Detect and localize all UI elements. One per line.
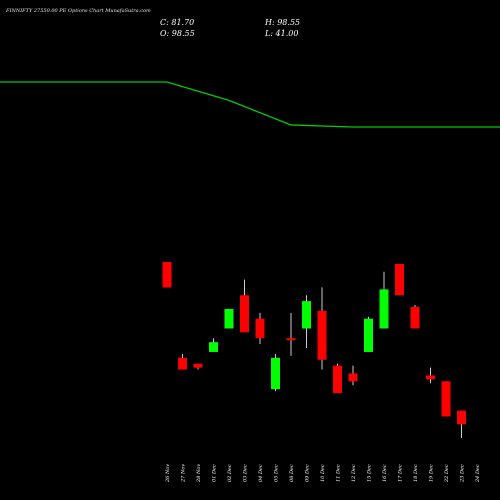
candle-17-dec bbox=[395, 263, 404, 296]
x-tick-label: 09 Dec bbox=[305, 464, 311, 482]
low-price-label: L: 41.00 bbox=[265, 29, 299, 38]
x-tick-label: 10 Dec bbox=[320, 464, 326, 482]
x-tick-label: 24 Dec bbox=[475, 464, 481, 483]
x-tick-label: 22 Dec bbox=[444, 464, 450, 483]
candle-01-dec bbox=[209, 338, 218, 352]
x-tick-label: 08 Dec bbox=[289, 464, 295, 482]
candle-02-dec bbox=[224, 308, 234, 329]
candle-body-down bbox=[317, 310, 327, 360]
x-tick-label: 27 Nov bbox=[181, 464, 187, 483]
candle-22-dec bbox=[441, 381, 451, 417]
candle-body-up bbox=[224, 308, 234, 329]
candle-body-down bbox=[240, 295, 249, 333]
x-tick-label: 16 Dec bbox=[382, 464, 388, 482]
x-tick-label: 01 Dec bbox=[212, 464, 218, 482]
x-tick-label: 12 Dec bbox=[351, 464, 357, 482]
candle-body-down bbox=[286, 338, 296, 341]
candle-body-up bbox=[379, 289, 389, 329]
x-tick-label: 02 Dec bbox=[227, 464, 233, 482]
high-price-label: H: 98.55 bbox=[265, 18, 301, 27]
candle-body-down bbox=[426, 375, 435, 380]
candle-body-down bbox=[333, 365, 342, 394]
candle-28-nov bbox=[193, 363, 203, 370]
x-tick-label: 23 Dec bbox=[460, 464, 466, 483]
candle-03-dec bbox=[240, 279, 249, 333]
candle-18-dec bbox=[410, 305, 420, 329]
x-tick-label: 03 Dec bbox=[243, 464, 249, 482]
x-tick-label: 26 Nov bbox=[165, 464, 171, 483]
candle-04-dec bbox=[255, 312, 265, 345]
candle-15-dec bbox=[364, 316, 373, 352]
open-price-label: O: 98.55 bbox=[160, 29, 195, 38]
x-tick-label: 15 Dec bbox=[367, 464, 373, 482]
candle-11-dec bbox=[333, 363, 342, 394]
candle-body-down bbox=[395, 263, 404, 296]
candle-body-up bbox=[364, 318, 373, 352]
x-tick-label: 05 Dec bbox=[274, 464, 280, 482]
average-line bbox=[0, 81, 500, 128]
x-tick-label: 19 Dec bbox=[429, 464, 435, 482]
chart-title: FINNIFTY 27550.00 PE Options Chart Munaf… bbox=[6, 8, 151, 14]
candle-12-dec bbox=[348, 365, 358, 386]
candle-10-dec bbox=[317, 287, 327, 370]
candle-body-down bbox=[193, 363, 203, 368]
close-price-label: C: 81.70 bbox=[160, 18, 195, 27]
x-tick-label: 17 Dec bbox=[398, 464, 404, 482]
candle-body-down bbox=[441, 381, 451, 417]
candle-23-dec bbox=[457, 410, 466, 438]
x-tick-label: 04 Dec bbox=[258, 464, 264, 482]
candle-26-nov bbox=[162, 262, 172, 288]
candle-body-down bbox=[410, 306, 420, 329]
candle-body-down bbox=[457, 410, 466, 425]
candle-body-down bbox=[178, 357, 187, 370]
candle-body-down bbox=[348, 373, 358, 382]
candle-19-dec bbox=[426, 367, 435, 384]
candle-body-up bbox=[209, 342, 218, 352]
candle-body-down bbox=[162, 262, 172, 288]
candle-body-up bbox=[302, 301, 311, 329]
candle-16-dec bbox=[379, 271, 389, 329]
x-tick-label: 11 Dec bbox=[336, 464, 342, 482]
x-tick-label: 28 Nov bbox=[196, 464, 202, 483]
candle-09-dec bbox=[302, 295, 311, 349]
candle-05-dec bbox=[271, 353, 280, 392]
candle-27-nov bbox=[178, 353, 187, 370]
candle-body-down bbox=[255, 318, 265, 339]
x-tick-label: 18 Dec bbox=[413, 464, 419, 482]
candle-body-up bbox=[271, 357, 280, 390]
candle-08-dec bbox=[286, 312, 296, 356]
